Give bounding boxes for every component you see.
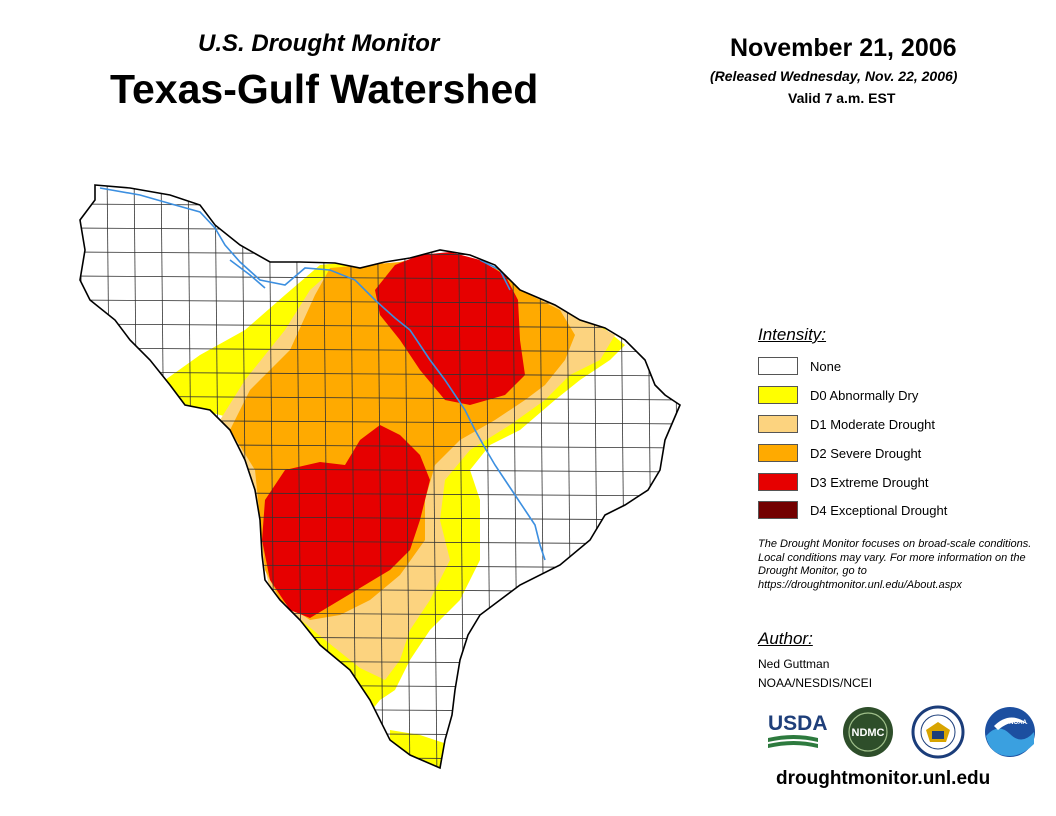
drought-areas <box>165 252 625 768</box>
usda-logo: USDA <box>768 712 828 748</box>
river-main <box>99 187 546 561</box>
county-line <box>80 347 680 353</box>
ndmc-logo: NDMC <box>843 707 893 757</box>
legend-swatch <box>758 386 798 404</box>
county-line <box>430 185 438 768</box>
legend-swatch <box>758 444 798 462</box>
legend-label: D4 Exceptional Drought <box>810 502 948 518</box>
author-name: Ned Guttman <box>758 657 830 671</box>
legend-swatch <box>758 357 798 375</box>
river-branch <box>229 259 266 289</box>
county-line <box>80 731 680 737</box>
legend-label: None <box>810 358 842 374</box>
legend-label: D0 Abnormally Dry <box>810 387 919 403</box>
drought-map <box>70 180 690 769</box>
legend-item-none: None <box>758 356 841 376</box>
county-line <box>376 185 384 768</box>
county-line <box>80 323 680 329</box>
svg-text:NDMC: NDMC <box>852 727 885 739</box>
author-org: NOAA/NESDIS/NCEI <box>758 676 873 690</box>
legend-swatch <box>758 501 798 519</box>
county-line <box>70 180 690 184</box>
release-note: (Released Wednesday, Nov. 22, 2006) <box>710 68 958 84</box>
legend-heading: Intensity: <box>758 325 827 344</box>
d3-area-south <box>262 425 430 618</box>
legend-item-d0: D0 Abnormally Dry <box>758 385 918 405</box>
map-subtitle: U.S. Drought Monitor <box>198 30 440 57</box>
valid-time: Valid 7 a.m. EST <box>788 90 896 106</box>
legend-item-d3: D3 Extreme Drought <box>758 472 929 492</box>
partner-logos: USDA NDMC NOAA <box>768 705 1035 759</box>
legend-label: D1 Moderate Drought <box>810 416 936 432</box>
footer-url[interactable]: droughtmonitor.unl.edu <box>776 768 991 789</box>
map-date: November 21, 2006 <box>730 34 957 62</box>
legend-label: D3 Extreme Drought <box>810 474 929 490</box>
county-line <box>80 755 680 761</box>
svg-text:NOAA: NOAA <box>1009 720 1027 726</box>
d3-area-north <box>375 252 525 405</box>
author-heading: Author: <box>758 629 813 648</box>
d0-area-south <box>390 730 450 768</box>
map-title: Texas-Gulf Watershed <box>110 66 539 112</box>
county-line <box>80 371 680 377</box>
noaa-logo: NOAA <box>985 707 1035 757</box>
svg-text:USDA: USDA <box>768 712 828 735</box>
legend-item-d2: D2 Severe Drought <box>758 443 921 463</box>
disclaimer-text: The Drought Monitor focuses on broad-sca… <box>758 538 1032 591</box>
legend-swatch <box>758 473 798 491</box>
legend-label: D2 Severe Drought <box>810 445 922 461</box>
legend-item-d1: D1 Moderate Drought <box>758 414 935 434</box>
commerce-seal-logo <box>911 705 965 759</box>
county-line <box>403 185 411 768</box>
legend-swatch <box>758 415 798 433</box>
county-line <box>673 185 680 768</box>
legend-item-d4: D4 Exceptional Drought <box>758 500 947 520</box>
